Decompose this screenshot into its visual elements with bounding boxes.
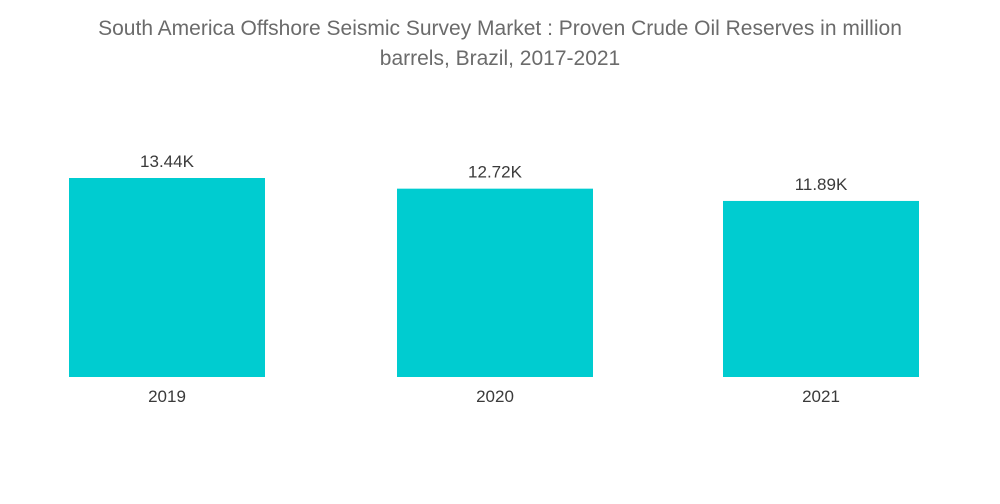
plot-area: 13.44K 2019 12.72K 2020 11.89K 2021	[69, 152, 919, 406]
data-label-2020: 12.72K	[468, 163, 523, 182]
bar-2019	[69, 178, 265, 377]
x-tick-label-2021: 2021	[802, 387, 840, 406]
chart-title-line-2: barrels, Brazil, 2017-2021	[379, 47, 621, 70]
data-label-2019: 13.44K	[140, 152, 195, 171]
x-tick-label-2019: 2019	[148, 387, 186, 406]
chart-title: South America Offshore Seismic Survey Ma…	[0, 14, 1000, 74]
bar-2021	[723, 200, 919, 377]
chart-title-line-1: South America Offshore Seismic Survey Ma…	[98, 17, 902, 40]
data-label-2021: 11.89K	[795, 175, 848, 194]
bar-2020	[397, 188, 593, 377]
x-tick-label-2020: 2020	[476, 387, 514, 406]
